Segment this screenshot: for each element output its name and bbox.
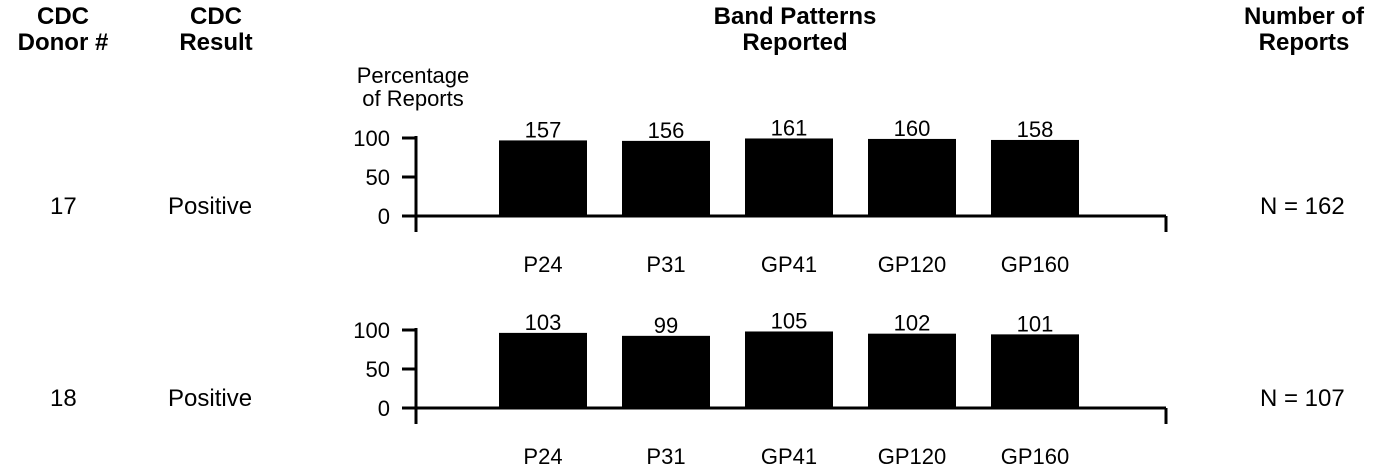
x-tick-label: GP120: [878, 444, 947, 465]
report-count: N = 107: [1260, 385, 1345, 412]
bar: [991, 334, 1079, 408]
y-tick-label: 0: [378, 204, 390, 229]
x-tick-label: GP160: [1001, 444, 1070, 465]
bar-count-label: 99: [654, 313, 678, 338]
report-count: N = 162: [1260, 193, 1345, 220]
y-tick-label: 0: [378, 396, 390, 421]
header-donor-line2: Donor #: [17, 29, 109, 56]
bar: [868, 138, 956, 216]
header-result-line1: CDC: [190, 3, 242, 30]
cdc-result: Positive: [168, 385, 253, 412]
bar: [499, 140, 587, 216]
bar-count-label: 158: [1017, 117, 1054, 142]
y-axis-label-line1: Percentage: [357, 63, 470, 88]
cdc-result: Positive: [168, 193, 253, 220]
header-bands-line2: Reported: [742, 29, 848, 56]
bar-count-label: 157: [525, 117, 562, 142]
bar-count-label: 102: [894, 311, 931, 336]
bar: [499, 332, 587, 408]
bar: [622, 140, 710, 216]
bar-count-label: 105: [771, 308, 808, 333]
y-tick-label: 100: [353, 126, 390, 151]
bar: [745, 138, 833, 216]
header-bands: Band Patterns Reported: [680, 4, 910, 56]
bar: [745, 331, 833, 408]
header-reports: Number of Reports: [1222, 4, 1386, 56]
x-tick-label: P31: [646, 252, 685, 277]
bar-count-label: 101: [1017, 311, 1054, 336]
y-tick-label: 50: [366, 165, 390, 190]
x-tick-label: GP160: [1001, 252, 1070, 277]
x-tick-label: GP41: [761, 252, 817, 277]
bar-count-label: 156: [648, 118, 685, 143]
bar-count-label: 103: [525, 310, 562, 335]
header-result: CDC Result: [160, 4, 272, 56]
bar: [622, 335, 710, 408]
x-tick-label: P24: [523, 252, 562, 277]
bar-count-label: 160: [894, 116, 931, 141]
header-result-line2: Result: [179, 29, 253, 56]
header-donor: CDC Donor #: [0, 4, 126, 56]
x-tick-label: GP41: [761, 444, 817, 465]
x-tick-label: P24: [523, 444, 562, 465]
x-tick-label: GP120: [878, 252, 947, 277]
y-tick-label: 100: [353, 318, 390, 343]
bar: [991, 139, 1079, 216]
bar: [868, 333, 956, 408]
header-bands-line1: Band Patterns: [713, 3, 877, 30]
donor-number: 18: [50, 385, 77, 412]
x-tick-label: P31: [646, 444, 685, 465]
y-axis-label-line2: of Reports: [362, 86, 464, 111]
header-reports-line1: Number of: [1244, 3, 1364, 30]
y-tick-label: 50: [366, 357, 390, 382]
donor-number: 17: [50, 193, 77, 220]
header-reports-line2: Reports: [1258, 29, 1350, 56]
bar-count-label: 161: [771, 115, 808, 140]
header-donor-line1: CDC: [37, 3, 89, 30]
